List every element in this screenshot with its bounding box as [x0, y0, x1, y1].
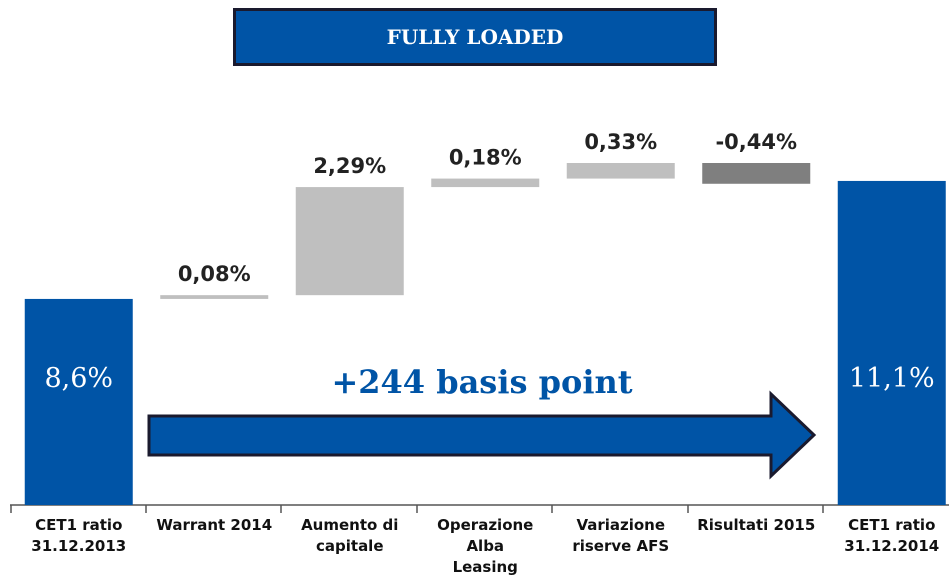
bar	[160, 295, 269, 299]
x-tick-label: Aumento di capitale	[301, 516, 399, 555]
data-label: 8,6%	[44, 363, 113, 394]
data-label: 11,1%	[849, 363, 935, 394]
bar	[566, 163, 675, 179]
x-tick-label: CET1 ratio 31.12.2013	[31, 516, 127, 555]
page: FULLY LOADED +244 basis point 8,6% 0,08% 2…	[10, 8, 949, 576]
bar	[431, 178, 540, 188]
data-label: -0,44%	[715, 130, 797, 154]
data-label: 0,18%	[449, 146, 522, 170]
x-tick-label: Operazione Alba Leasing	[437, 516, 534, 576]
x-tick-label: Warrant 2014	[156, 516, 273, 534]
chart-title: FULLY LOADED	[233, 8, 717, 66]
bar	[24, 298, 133, 505]
bar	[837, 180, 946, 505]
data-label: 0,33%	[584, 130, 657, 154]
annotation: +244 basis point	[331, 363, 632, 401]
data-label: 0,08%	[178, 262, 251, 286]
chart: +244 basis point 8,6% 0,08% 2,29% 0,18% 0,33…	[10, 130, 949, 513]
arrow	[147, 390, 817, 480]
bar	[295, 187, 404, 296]
x-tick-label: Risultati 2015	[697, 516, 816, 534]
axis-ticks	[10, 505, 824, 513]
bar	[702, 163, 811, 184]
x-tick-label: CET1 ratio 31.12.2014	[844, 516, 940, 555]
data-label: 2,29%	[313, 154, 386, 178]
x-tick-label: Variazione riserve AFS	[572, 516, 670, 555]
